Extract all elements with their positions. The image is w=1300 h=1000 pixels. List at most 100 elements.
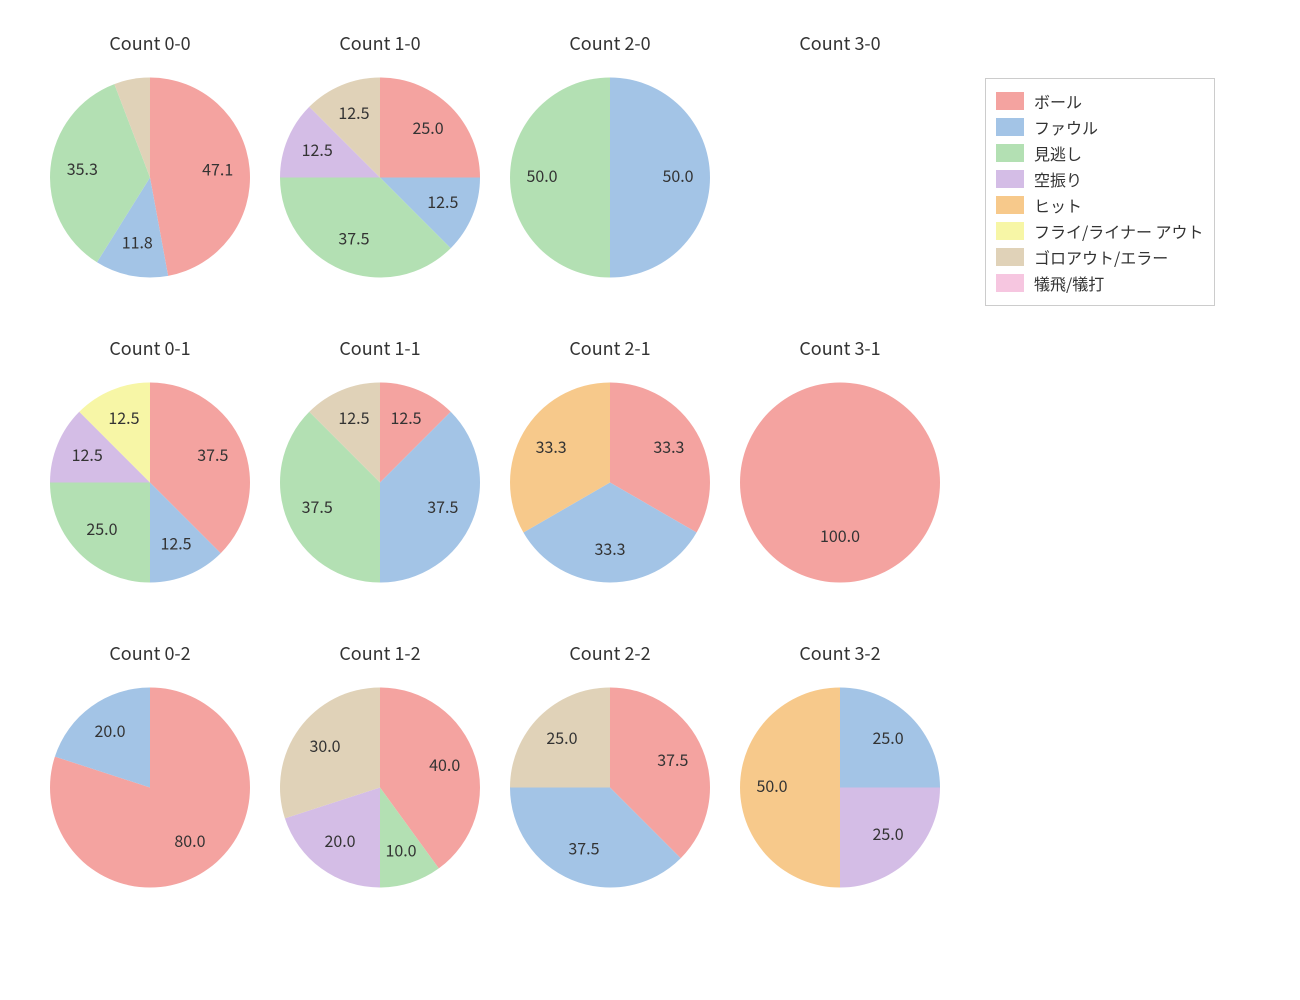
pie-holder: 100.0 (720, 363, 960, 608)
pie-slice (740, 383, 940, 583)
pie-slice (610, 78, 710, 278)
legend-label: 犠飛/犠打 (1034, 271, 1104, 295)
slice-label: 25.0 (413, 115, 444, 139)
slice-label: 20.0 (94, 718, 125, 742)
pie-holder: 47.1 11.8 35.3 (30, 58, 270, 303)
legend-row: フライ/ライナー アウト (996, 219, 1204, 243)
slice-label: 12.5 (390, 405, 421, 429)
legend-swatch (996, 170, 1024, 188)
legend-swatch (996, 144, 1024, 162)
legend: ボールファウル見逃し空振りヒットフライ/ライナー アウトゴロアウト/エラー犠飛/… (985, 78, 1215, 306)
slice-label: 50.0 (756, 773, 787, 797)
pie-slice (740, 688, 840, 888)
slice-label: 37.5 (197, 442, 228, 466)
pie-holder: 25.0 25.0 50.0 (720, 668, 960, 913)
slice-label: 47.1 (202, 157, 233, 181)
slice-label: 37.5 (568, 836, 599, 860)
chart-title: Count 0-1 (50, 335, 250, 361)
slice-label: 12.5 (108, 405, 139, 429)
slice-label: 12.5 (160, 531, 191, 555)
pie-slice (150, 78, 250, 276)
slice-label: 33.3 (653, 434, 684, 458)
chart-title: Count 2-0 (510, 30, 710, 56)
slice-label: 37.5 (657, 747, 688, 771)
pie-chart: 47.1 11.8 35.3 (30, 58, 270, 298)
chart-title: Count 2-2 (510, 640, 710, 666)
legend-row: ボール (996, 89, 1204, 113)
pie-holder: 33.3 33.3 33.3 (490, 363, 730, 608)
pie-chart: 80.0 20.0 (30, 668, 270, 908)
pie-chart: 50.0 50.0 (490, 58, 730, 298)
legend-swatch (996, 222, 1024, 240)
legend-row: 見逃し (996, 141, 1204, 165)
chart-stage: ボールファウル見逃し空振りヒットフライ/ライナー アウトゴロアウト/エラー犠飛/… (0, 0, 1300, 1000)
slice-label: 25.0 (546, 725, 577, 749)
pie-holder: 37.512.525.012.512.5 (30, 363, 270, 608)
legend-label: フライ/ライナー アウト (1034, 219, 1204, 243)
chart-title: Count 2-1 (510, 335, 710, 361)
chart-title: Count 3-2 (740, 640, 940, 666)
pie-holder: 80.0 20.0 (30, 668, 270, 913)
pie-chart: 40.0 10.0 20.0 30.0 (260, 668, 500, 908)
slice-label: 80.0 (174, 828, 205, 852)
slice-label: 33.3 (536, 434, 567, 458)
slice-label: 30.0 (309, 733, 340, 757)
pie-slice (510, 78, 610, 278)
slice-label: 50.0 (662, 163, 693, 187)
pie-holder: 25.012.537.512.512.5 (260, 58, 500, 303)
pie-chart: 12.5 37.5 37.5 12.5 (260, 363, 500, 603)
slice-label: 12.5 (338, 100, 369, 124)
legend-swatch (996, 248, 1024, 266)
legend-swatch (996, 118, 1024, 136)
slice-label: 35.3 (67, 156, 98, 180)
chart-title: Count 1-0 (280, 30, 480, 56)
legend-row: ゴロアウト/エラー (996, 245, 1204, 269)
legend-label: ボール (1034, 89, 1082, 113)
pie-chart: 25.0 25.0 50.0 (720, 668, 960, 908)
slice-label: 100.0 (820, 523, 860, 547)
legend-label: ファウル (1034, 115, 1098, 139)
slice-label: 20.0 (324, 828, 355, 852)
slice-label: 33.3 (594, 536, 625, 560)
legend-label: ゴロアウト/エラー (1034, 245, 1168, 269)
slice-label: 11.8 (122, 230, 153, 254)
slice-label: 25.0 (86, 516, 117, 540)
legend-row: 空振り (996, 167, 1204, 191)
pie-holder: 50.0 50.0 (490, 58, 730, 303)
legend-label: 空振り (1034, 167, 1082, 191)
pie-chart: 33.3 33.3 33.3 (490, 363, 730, 603)
pie-chart: 25.012.537.512.512.5 (260, 58, 500, 298)
legend-row: 犠飛/犠打 (996, 271, 1204, 295)
chart-title: Count 1-1 (280, 335, 480, 361)
legend-label: ヒット (1034, 193, 1082, 217)
slice-label: 12.5 (427, 189, 458, 213)
chart-title: Count 3-0 (740, 30, 940, 56)
legend-swatch (996, 196, 1024, 214)
pie-holder: 40.0 10.0 20.0 30.0 (260, 668, 500, 913)
chart-title: Count 3-1 (740, 335, 940, 361)
legend-row: ファウル (996, 115, 1204, 139)
legend-row: ヒット (996, 193, 1204, 217)
slice-label: 37.5 (427, 494, 458, 518)
slice-label: 37.5 (338, 226, 369, 250)
chart-title: Count 0-0 (50, 30, 250, 56)
slice-label: 37.5 (302, 494, 333, 518)
slice-label: 12.5 (302, 137, 333, 161)
pie-holder: 37.5 37.5 25.0 (490, 668, 730, 913)
slice-label: 25.0 (873, 821, 904, 845)
slice-label: 12.5 (72, 442, 103, 466)
pie-chart: 37.512.525.012.512.5 (30, 363, 270, 603)
chart-title: Count 0-2 (50, 640, 250, 666)
legend-swatch (996, 92, 1024, 110)
slice-label: 50.0 (526, 163, 557, 187)
legend-swatch (996, 274, 1024, 292)
chart-title: Count 1-2 (280, 640, 480, 666)
slice-label: 40.0 (429, 752, 460, 776)
slice-label: 12.5 (338, 405, 369, 429)
slice-label: 25.0 (873, 725, 904, 749)
pie-chart: 37.5 37.5 25.0 (490, 668, 730, 908)
legend-label: 見逃し (1034, 141, 1082, 165)
pie-holder: 12.5 37.5 37.5 12.5 (260, 363, 500, 608)
slice-label: 10.0 (385, 838, 416, 862)
pie-chart: 100.0 (720, 363, 960, 603)
